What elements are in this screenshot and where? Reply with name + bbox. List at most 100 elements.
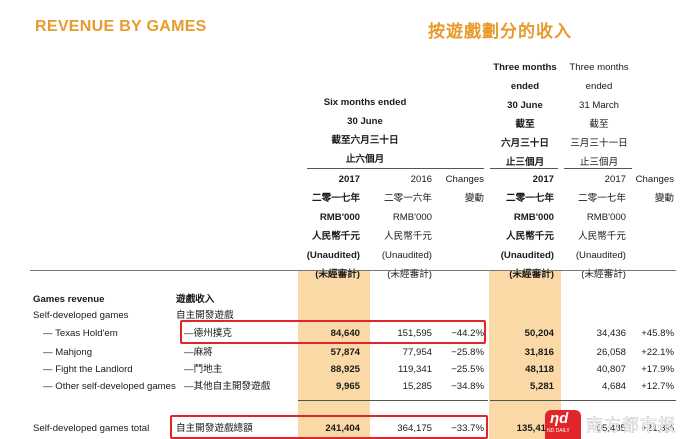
rule-above-total-right xyxy=(490,400,676,401)
rule-q1 xyxy=(564,168,632,169)
q1-2017-year: 2017 xyxy=(604,174,626,185)
label-self-dev: Self-developed games xyxy=(33,310,129,321)
cell-h1-2017: 88,925 xyxy=(330,364,360,375)
total-q1-2017: 05,485 xyxy=(596,423,626,434)
changes-h1-en: Changes xyxy=(445,174,484,185)
q2-2017-unit: RMB'000 xyxy=(513,212,554,223)
header-three-months-march: Three months ended 31 March 截至 三月三十一日 止三… xyxy=(562,58,636,172)
q1-2017-unit: RMB'000 xyxy=(586,212,626,223)
title-english: REVENUE BY GAMES xyxy=(35,18,207,35)
six-months-line-3: 截至六月三十日 xyxy=(331,135,399,146)
q2-2017-year-zh: 二零一七年 xyxy=(506,193,554,204)
h1-2017-audit: (Unaudited) xyxy=(306,250,360,261)
changes-qoq-zh: 變動 xyxy=(654,193,674,204)
total-q2-2017: 135,41 xyxy=(516,423,546,434)
rule-table-top xyxy=(30,270,676,271)
q2-line-6: 止三個月 xyxy=(505,157,545,168)
rule-six-months xyxy=(307,168,484,169)
row-label-en: — Texas Hold'em xyxy=(43,328,118,339)
h1-2017-year: 2017 xyxy=(338,174,360,185)
q2-2017-unit-zh: 人民幣千元 xyxy=(506,231,554,242)
label-games-revenue: Games revenue xyxy=(33,294,105,305)
q2-line-4: 截至 xyxy=(515,119,535,130)
cell-change: −44.2% xyxy=(451,328,484,339)
q2-line-2: ended xyxy=(510,81,540,92)
cell-h1-2016: 119,341 xyxy=(398,364,432,375)
row-label-zh: —其他自主開發遊戲 xyxy=(184,381,271,392)
q2-line-1: Three months xyxy=(493,62,557,73)
cell-qoq: +12.7% xyxy=(641,381,674,392)
cell-q2-2017: 31,816 xyxy=(524,347,554,358)
q1-line-2: ended xyxy=(585,81,613,92)
label-games-revenue-zh: 遊戲收入 xyxy=(176,294,215,305)
h1-2017-unit: RMB'000 xyxy=(319,212,360,223)
cell-q1-2017: 34,436 xyxy=(596,328,626,339)
cell-h1-2017: 57,874 xyxy=(330,347,360,358)
title-chinese: 按遊戲劃分的收入 xyxy=(428,22,572,41)
total-label-zh: 自主開發遊戲總額 xyxy=(176,423,253,434)
watermark-text: 南方都市报 xyxy=(586,416,676,436)
cell-h1-2016: 77,954 xyxy=(402,347,432,358)
col-header-q1-2017: 2017 二零一七年 RMB'000 人民幣千元 (Unaudited) (未經… xyxy=(556,170,626,284)
row-label-zh: —德州撲克 xyxy=(184,328,232,339)
q1-line-4: 截至 xyxy=(589,119,609,130)
watermark-logo-badge xyxy=(545,410,581,439)
col-header-changes-qoq: Changes 變動 xyxy=(628,170,674,208)
watermark-logo: ηd xyxy=(550,410,569,427)
h1-2016-year-zh: 二零一六年 xyxy=(384,193,432,204)
q1-line-6: 止三個月 xyxy=(579,157,619,168)
h1-2016-audit-zh: (未經審計) xyxy=(387,269,432,280)
q2-2017-audit: (Unaudited) xyxy=(500,250,554,261)
h1-2016-unit: RMB'000 xyxy=(392,212,432,223)
q1-line-5: 三月三十一日 xyxy=(570,138,628,149)
cell-q1-2017: 40,807 xyxy=(596,364,626,375)
six-months-line-2: 30 June xyxy=(347,116,383,127)
h1-2017-audit-zh: (未經審計) xyxy=(315,269,360,280)
cell-h1-2017: 84,640 xyxy=(330,328,360,339)
row-label-zh: —麻將 xyxy=(184,347,213,358)
header-six-months: Six months ended 30 June 截至六月三十日 止六個月 xyxy=(300,93,430,169)
total-qoq: +21.8% xyxy=(641,423,674,434)
changes-h1-zh: 變動 xyxy=(464,193,484,204)
col-header-h1-2016: 2016 二零一六年 RMB'000 人民幣千元 (Unaudited) (未經… xyxy=(362,170,432,284)
h1-2016-unit-zh: 人民幣千元 xyxy=(384,231,432,242)
h1-2016-year: 2016 xyxy=(410,174,432,185)
watermark-logo-sub: ND DAILY xyxy=(547,428,570,434)
highlight-box-texas-holdem xyxy=(180,320,486,344)
changes-qoq-en: Changes xyxy=(635,174,674,185)
q1-2017-audit-zh: (未經審計) xyxy=(581,269,626,280)
cell-q2-2017: 5,281 xyxy=(529,381,554,392)
six-months-line-1: Six months ended xyxy=(323,97,407,108)
cell-qoq: +17.9% xyxy=(641,364,674,375)
highlight-h1-2017 xyxy=(298,270,370,439)
row-label-en: — Other self-developed games xyxy=(43,381,176,392)
total-label-en: Self-developed games total xyxy=(33,423,150,434)
row-label-en: — Mahjong xyxy=(43,347,93,358)
cell-h1-2016: 151,595 xyxy=(397,328,432,339)
row-label-zh: —鬥地主 xyxy=(184,364,223,375)
cell-change: −25.5% xyxy=(451,364,484,375)
six-months-line-4: 止六個月 xyxy=(345,154,385,165)
q1-line-1: Three months xyxy=(569,62,629,73)
q1-2017-unit-zh: 人民幣千元 xyxy=(578,231,626,242)
cell-h1-2017: 9,965 xyxy=(335,381,360,392)
h1-2017-unit-zh: 人民幣千元 xyxy=(312,231,360,242)
cell-qoq: +45.8% xyxy=(641,328,674,339)
header-three-months-june: Three months ended 30 June 截至 六月三十日 止三個月 xyxy=(488,58,562,172)
total-change: −33.7% xyxy=(451,423,484,434)
cell-qoq: +22.1% xyxy=(641,347,674,358)
cell-q2-2017: 50,204 xyxy=(524,328,554,339)
col-header-changes-h1: Changes 變動 xyxy=(436,170,484,208)
total-h1-2017: 241,404 xyxy=(325,423,360,434)
total-h1-2016: 364,175 xyxy=(397,423,432,434)
q2-line-5: 六月三十日 xyxy=(501,138,549,149)
q2-2017-audit-zh: (未經審計) xyxy=(509,269,554,280)
highlight-box-total xyxy=(170,415,488,439)
rule-above-total xyxy=(298,400,488,401)
cell-q1-2017: 26,058 xyxy=(596,347,626,358)
rule-q2 xyxy=(490,168,558,169)
col-header-h1-2017: 2017 二零一七年 RMB'000 人民幣千元 (Unaudited) (未經… xyxy=(290,170,360,284)
row-label-en: — Fight the Landlord xyxy=(43,364,133,375)
cell-h1-2016: 15,285 xyxy=(402,381,432,392)
q1-line-3: 31 March xyxy=(579,100,619,111)
